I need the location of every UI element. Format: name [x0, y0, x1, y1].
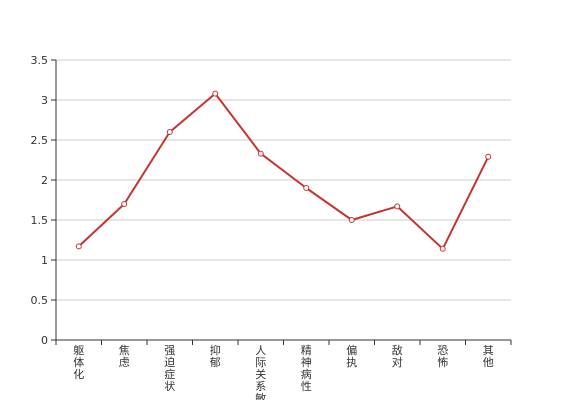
- series-line: [78, 92, 490, 250]
- data-point[interactable]: [75, 243, 82, 250]
- data-point[interactable]: [257, 150, 264, 157]
- x-tick-label: 精神病性: [301, 344, 312, 393]
- y-tick-label: 0: [41, 334, 48, 347]
- x-tick-label: 人际关系敏感: [255, 344, 266, 400]
- x-tick-label: 其他: [483, 344, 494, 369]
- x-axis: 躯体化 焦虑 强迫症状 抑郁 人际关系敏感 精神病性 偏执 敌对 恐怖 其他: [55, 339, 512, 400]
- grid-lines: [56, 59, 511, 301]
- x-tick-label: 焦虑: [119, 344, 130, 369]
- data-point[interactable]: [439, 245, 446, 252]
- data-point[interactable]: [166, 129, 173, 135]
- y-tick-label: 0.5: [31, 294, 49, 307]
- data-point[interactable]: [394, 203, 401, 210]
- series-layer: [75, 90, 492, 252]
- y-tick-label: 3.5: [31, 54, 49, 67]
- x-tick-label: 强迫症状: [164, 344, 175, 393]
- data-point[interactable]: [348, 217, 355, 223]
- x-tick-label: 偏执: [346, 343, 357, 369]
- data-point[interactable]: [121, 201, 128, 207]
- data-point[interactable]: [303, 185, 310, 191]
- x-tick-label: 抑郁: [210, 343, 221, 369]
- y-tick-label: 1: [41, 254, 48, 267]
- y-axis: 0 0.5 1 1.5 2 2.5 3 3.5: [31, 54, 57, 347]
- y-tick-label: 2.5: [31, 134, 49, 147]
- y-tick-label: 2: [41, 174, 48, 187]
- y-tick-label: 3: [41, 94, 48, 107]
- x-tick-label: 恐怖: [437, 344, 448, 369]
- data-point[interactable]: [212, 90, 219, 97]
- x-tick-label: 躯体化: [73, 344, 84, 381]
- x-tick-label: 敌对: [392, 343, 403, 369]
- data-point[interactable]: [485, 153, 492, 160]
- y-tick-label: 1.5: [31, 214, 49, 227]
